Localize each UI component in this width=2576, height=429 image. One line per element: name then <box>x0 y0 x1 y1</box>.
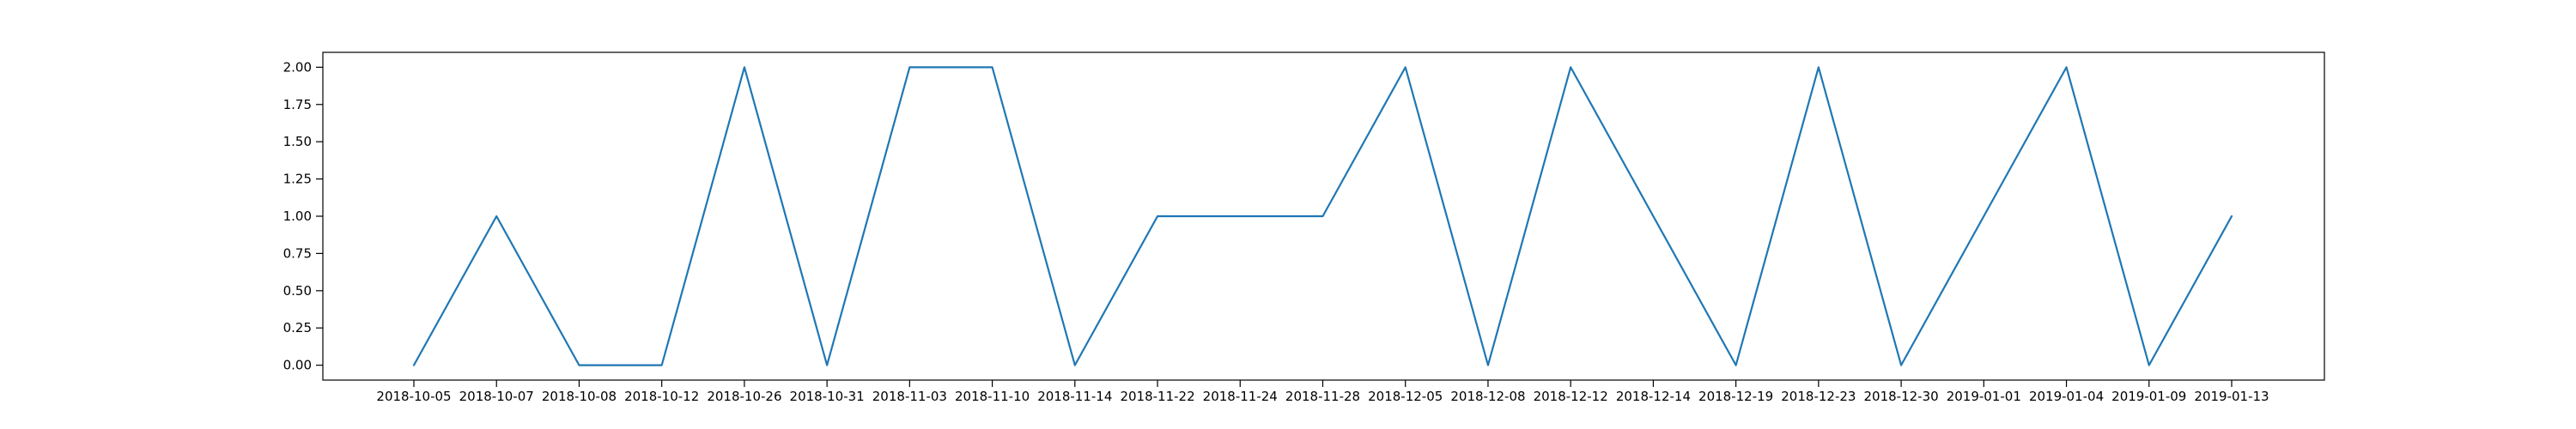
plot-area <box>322 51 2325 381</box>
x-tick-label: 2018-11-22 <box>1120 389 1194 404</box>
x-tick-label: 2018-10-07 <box>459 389 534 404</box>
x-tick-label: 2018-10-05 <box>376 389 451 404</box>
x-tick-label: 2018-12-23 <box>1781 389 1856 404</box>
x-tick-label: 2018-11-14 <box>1037 389 1112 404</box>
y-tick-label: 0.75 <box>283 245 312 261</box>
x-tick-label: 2018-10-12 <box>624 389 699 404</box>
x-tick-label: 2018-12-30 <box>1863 389 1938 404</box>
x-tick-label: 2018-11-24 <box>1203 389 1278 404</box>
x-tick-label: 2019-01-01 <box>1947 389 2021 404</box>
y-tick-label: 0.00 <box>283 358 312 373</box>
x-tick-label: 2018-10-26 <box>707 389 781 404</box>
x-tick-label: 2018-11-03 <box>872 389 947 404</box>
y-tick-label: 2.00 <box>283 59 312 75</box>
x-tick-label: 2018-11-10 <box>955 389 1030 404</box>
y-tick-label: 1.50 <box>283 134 312 149</box>
x-axis: 2018-10-05 2018-10-07 2018-10-08 2018-10-12… <box>376 380 2269 404</box>
x-tick-label: 2018-12-19 <box>1698 389 1773 404</box>
x-tick-label: 2018-12-14 <box>1616 389 1691 404</box>
y-tick-label: 0.25 <box>283 320 312 335</box>
x-tick-label: 2018-12-05 <box>1368 389 1443 404</box>
x-tick-label: 2018-10-08 <box>542 389 617 404</box>
y-tick-label: 0.50 <box>283 283 312 299</box>
x-tick-label: 2019-01-09 <box>2111 389 2186 404</box>
x-tick-label: 2018-12-08 <box>1450 389 1525 404</box>
series-line <box>412 66 2233 366</box>
x-tick-label: 2018-11-28 <box>1285 389 1360 404</box>
y-tick-label: 1.25 <box>283 172 312 187</box>
y-tick-label: 1.00 <box>283 208 312 224</box>
y-tick-label: 1.75 <box>283 97 312 112</box>
x-tick-label: 2018-10-31 <box>790 389 865 404</box>
y-axis: 0.00 0.25 0.50 0.75 1.00 1.25 1.50 1.75 2.00 <box>283 59 323 373</box>
x-tick-label: 2019-01-13 <box>2194 389 2269 404</box>
x-tick-label: 2019-01-04 <box>2029 389 2104 404</box>
x-tick-label: 2018-12-12 <box>1534 389 1608 404</box>
